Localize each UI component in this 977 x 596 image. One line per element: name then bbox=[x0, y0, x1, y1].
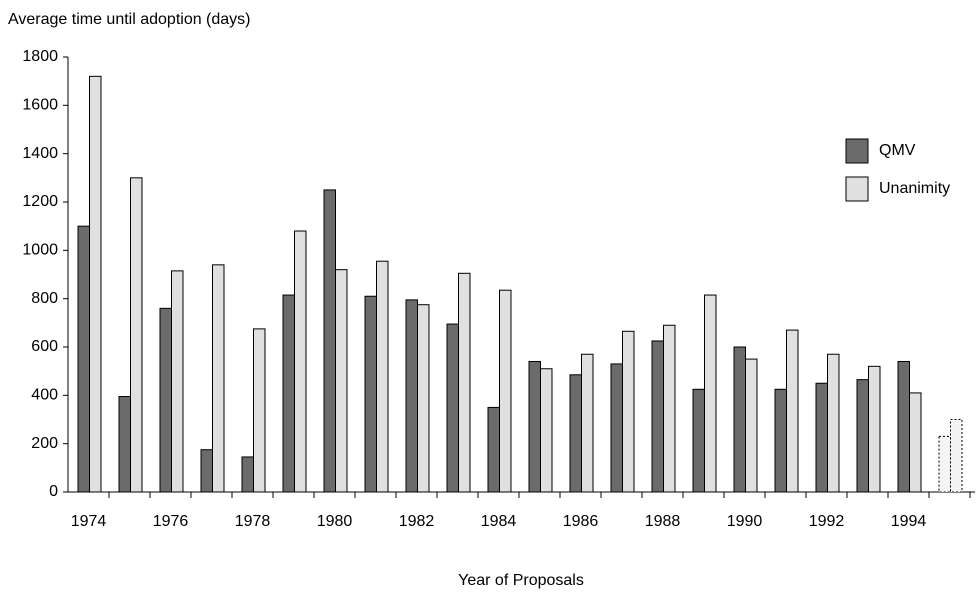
x-tick-label: 1976 bbox=[153, 513, 189, 530]
x-tick-label: 1974 bbox=[71, 513, 107, 530]
bar bbox=[827, 353, 840, 493]
bar bbox=[376, 260, 389, 493]
bar bbox=[897, 361, 910, 493]
bar bbox=[364, 295, 377, 493]
bar bbox=[458, 272, 471, 493]
bar bbox=[130, 177, 143, 493]
x-tick-label: 1984 bbox=[481, 513, 517, 530]
x-tick-label: 1978 bbox=[235, 513, 271, 530]
y-tick-label: 1000 bbox=[22, 242, 58, 259]
bar bbox=[704, 294, 717, 493]
bar bbox=[405, 299, 418, 493]
bar bbox=[581, 353, 594, 493]
y-tick-label: 400 bbox=[31, 387, 58, 404]
bar bbox=[159, 307, 172, 493]
bar bbox=[499, 289, 512, 493]
bar bbox=[651, 340, 664, 493]
y-tick-label: 1200 bbox=[22, 193, 58, 210]
x-tick-label: 1992 bbox=[809, 513, 845, 530]
y-tick-label: 0 bbox=[49, 483, 58, 500]
legend-label: Unanimity bbox=[879, 180, 950, 197]
bar bbox=[540, 368, 553, 493]
bar bbox=[733, 346, 746, 493]
bar bbox=[868, 365, 881, 493]
bar bbox=[856, 379, 869, 493]
bar bbox=[950, 419, 963, 493]
bar bbox=[294, 230, 307, 493]
bar bbox=[118, 396, 131, 493]
legend-label: QMV bbox=[879, 142, 916, 159]
bar bbox=[909, 392, 922, 493]
bar bbox=[200, 449, 213, 493]
y-tick-label: 1400 bbox=[22, 145, 58, 162]
bar bbox=[786, 329, 799, 493]
bar bbox=[212, 264, 225, 493]
bar bbox=[663, 324, 676, 493]
x-tick-label: 1986 bbox=[563, 513, 599, 530]
y-tick-label: 800 bbox=[31, 290, 58, 307]
bar bbox=[335, 269, 348, 493]
bar bbox=[745, 358, 758, 493]
chart-title: Average time until adoption (days) bbox=[8, 11, 251, 28]
bar bbox=[938, 435, 951, 493]
legend-swatch bbox=[845, 176, 869, 202]
y-tick-label: 1600 bbox=[22, 97, 58, 114]
y-tick-label: 600 bbox=[31, 338, 58, 355]
x-tick-label: 1982 bbox=[399, 513, 435, 530]
x-axis-label: Year of Proposals bbox=[458, 572, 584, 589]
bar bbox=[282, 294, 295, 493]
bar bbox=[77, 225, 90, 493]
bar bbox=[528, 361, 541, 493]
bar bbox=[446, 323, 459, 493]
bar bbox=[171, 270, 184, 493]
bar bbox=[487, 406, 500, 493]
bar bbox=[569, 374, 582, 493]
bar bbox=[241, 456, 254, 493]
bar bbox=[610, 363, 623, 493]
legend-swatch bbox=[845, 138, 869, 164]
bar bbox=[253, 328, 266, 493]
y-tick-label: 1800 bbox=[22, 48, 58, 65]
bar bbox=[323, 189, 336, 493]
x-tick-label: 1990 bbox=[727, 513, 763, 530]
y-tick-label: 200 bbox=[31, 435, 58, 452]
bar bbox=[815, 382, 828, 493]
bar bbox=[692, 388, 705, 493]
x-tick-label: 1980 bbox=[317, 513, 353, 530]
bar bbox=[417, 304, 430, 493]
x-tick-label: 1988 bbox=[645, 513, 681, 530]
bar bbox=[89, 75, 102, 493]
bar bbox=[774, 388, 787, 493]
bar bbox=[622, 330, 635, 493]
x-tick-label: 1994 bbox=[891, 513, 927, 530]
